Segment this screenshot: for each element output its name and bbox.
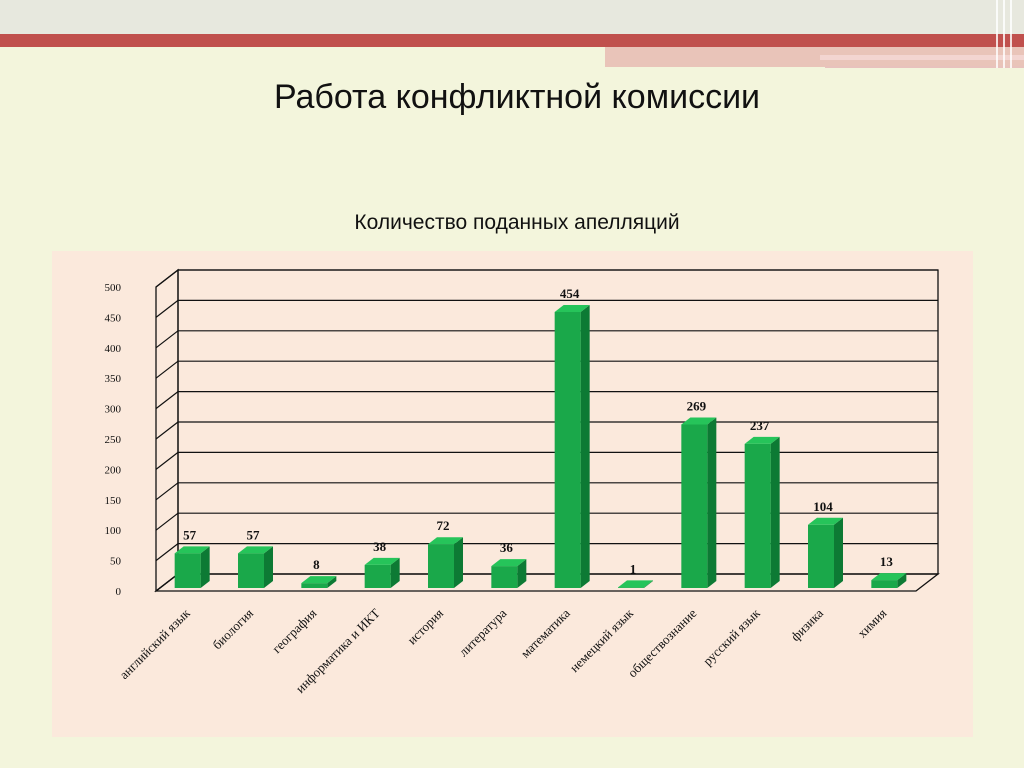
y-tick-label: 350 bbox=[105, 373, 122, 385]
bar-side bbox=[327, 576, 337, 588]
bar-chart: 0 50 100 150 200 250 300 350 400 450 500 57 английск… bbox=[105, 268, 940, 696]
gridline bbox=[155, 269, 938, 288]
decorative-stripe bbox=[1010, 0, 1012, 68]
bar-top bbox=[301, 576, 337, 584]
bar-top bbox=[364, 557, 400, 565]
bar-side bbox=[707, 417, 717, 588]
data-label: 8 bbox=[313, 557, 320, 572]
bar bbox=[618, 587, 644, 588]
y-tick-label: 450 bbox=[105, 312, 122, 324]
gridline bbox=[155, 451, 938, 470]
bar bbox=[491, 566, 518, 588]
bar bbox=[238, 553, 264, 588]
bar bbox=[364, 564, 391, 588]
y-tick-label: 300 bbox=[105, 404, 122, 416]
bar bbox=[174, 553, 201, 588]
bar bbox=[554, 311, 581, 588]
data-label: 57 bbox=[247, 527, 261, 542]
x-tick-label: география bbox=[269, 606, 319, 656]
bar bbox=[871, 580, 898, 588]
bar-top bbox=[491, 559, 527, 567]
gridline bbox=[155, 360, 938, 379]
bar-side bbox=[200, 546, 210, 588]
data-label: 1 bbox=[630, 561, 637, 576]
y-tick-label: 0 bbox=[116, 586, 122, 598]
bar-side bbox=[517, 559, 527, 588]
x-tick-label: обществознание bbox=[625, 605, 700, 680]
bar-top bbox=[238, 546, 273, 554]
data-label: 454 bbox=[560, 286, 580, 301]
bar-side bbox=[897, 573, 907, 588]
bar-top bbox=[681, 417, 717, 425]
x-tick-label: математика bbox=[518, 605, 573, 660]
header-band bbox=[0, 0, 1024, 34]
decorative-stripe bbox=[996, 0, 998, 68]
bar-side bbox=[390, 557, 400, 588]
y-tick-label: 100 bbox=[105, 525, 122, 537]
bar-side bbox=[454, 537, 463, 588]
bar-side bbox=[770, 436, 780, 588]
bar bbox=[428, 544, 454, 588]
y-tick-label: 250 bbox=[105, 434, 122, 446]
y-tick-label: 50 bbox=[110, 556, 122, 568]
x-tick-label: химия bbox=[854, 606, 889, 641]
x-tick-label: русский язык bbox=[700, 605, 763, 668]
gridline bbox=[155, 482, 938, 501]
bar-side bbox=[580, 304, 590, 588]
data-label: 104 bbox=[813, 499, 833, 514]
data-label: 36 bbox=[500, 540, 514, 555]
chart-title: Количество поданных апелляций bbox=[354, 211, 680, 234]
gridline bbox=[155, 330, 938, 349]
page-title: Работа конфликтной комиссии bbox=[273, 78, 761, 116]
bar-top bbox=[744, 436, 780, 444]
accent-line-red bbox=[0, 34, 1024, 47]
bar-top bbox=[871, 573, 907, 581]
gridline bbox=[155, 391, 938, 410]
x-tick-label: история bbox=[404, 606, 446, 648]
accent-line-light bbox=[820, 55, 1024, 60]
x-tick-label: литература bbox=[456, 605, 510, 659]
x-tick-label: немецкий язык bbox=[567, 605, 637, 675]
y-tick-label: 150 bbox=[105, 495, 122, 507]
bar-top bbox=[554, 304, 590, 312]
bar bbox=[681, 424, 708, 588]
bar-top bbox=[808, 517, 843, 525]
bar bbox=[808, 524, 834, 588]
x-tick-label: физика bbox=[788, 605, 827, 644]
bar bbox=[744, 443, 771, 588]
data-label: 72 bbox=[437, 518, 450, 533]
data-label: 237 bbox=[750, 418, 770, 433]
bar-side bbox=[264, 546, 273, 588]
chart-area: 0 50 100 150 200 250 300 350 400 450 500 57 английск… bbox=[52, 251, 973, 737]
y-tick-label: 200 bbox=[105, 464, 122, 476]
y-tick-label: 500 bbox=[105, 282, 122, 294]
data-label: 269 bbox=[687, 398, 707, 413]
data-label: 38 bbox=[373, 539, 387, 554]
y-tick-label: 400 bbox=[105, 343, 122, 355]
x-tick-label: биология bbox=[209, 606, 256, 653]
data-label: 57 bbox=[183, 527, 197, 542]
x-tick-label: английский язык bbox=[116, 605, 193, 682]
accent-line-pink bbox=[605, 47, 1024, 67]
bar bbox=[301, 583, 328, 588]
gridline bbox=[155, 299, 938, 318]
bar-top bbox=[618, 580, 653, 588]
bar-top bbox=[174, 546, 210, 554]
decorative-stripe bbox=[1003, 0, 1005, 68]
bar-side bbox=[834, 517, 843, 588]
accent-line-thin bbox=[825, 66, 1024, 68]
gridline bbox=[155, 421, 938, 440]
bar-side bbox=[644, 580, 653, 588]
data-label: 13 bbox=[880, 554, 894, 569]
bar-top bbox=[428, 537, 463, 545]
